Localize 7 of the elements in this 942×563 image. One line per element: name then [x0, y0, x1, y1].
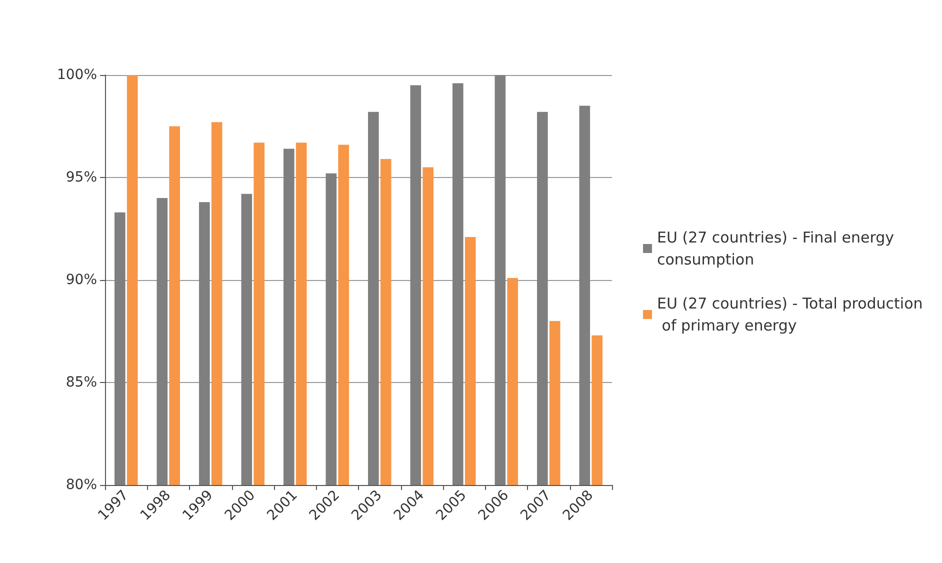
y-tick-label: 85%: [66, 374, 97, 390]
legend-label: EU (27 countries) - Total production of primary energy: [657, 294, 923, 334]
y-tick-label: 90%: [66, 272, 97, 288]
y-tick-label: 95%: [66, 170, 97, 186]
y-tick-label: 80%: [66, 477, 97, 493]
legend-label: EU (27 countries) - Final energy consumption: [657, 228, 899, 268]
y-tick-label: 100%: [56, 67, 97, 83]
